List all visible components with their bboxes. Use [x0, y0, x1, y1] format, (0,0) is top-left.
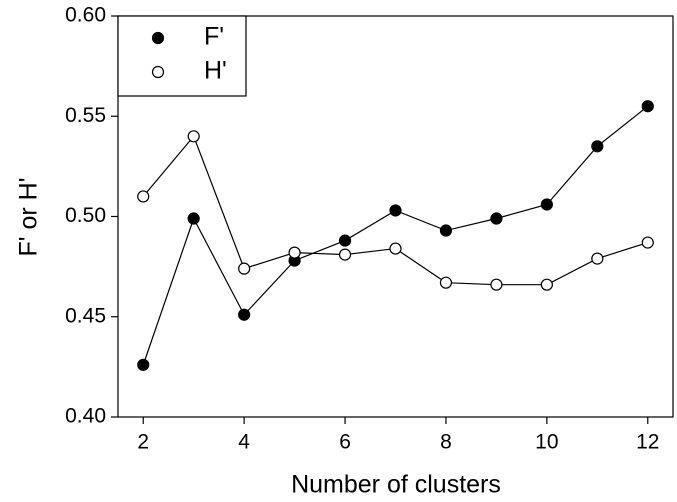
legend-label: F' [204, 23, 224, 51]
x-tick-label: 2 [137, 431, 149, 454]
data-point [641, 236, 654, 249]
data-point [591, 252, 604, 265]
data-point [338, 248, 352, 261]
data-point [641, 100, 654, 113]
y-tick-label: 0.40 [65, 405, 106, 428]
data-point [238, 308, 251, 321]
x-tick-label: 12 [636, 431, 659, 454]
x-axis-label: Number of clusters [291, 471, 501, 499]
data-point [389, 204, 402, 217]
data-point [288, 246, 301, 259]
data-point [187, 212, 200, 225]
y-tick-label: 0.55 [65, 104, 106, 127]
data-point [490, 212, 503, 225]
x-tick-label: 10 [535, 431, 558, 454]
y-tick-label: 0.45 [65, 304, 106, 327]
y-tick-label: 0.50 [65, 204, 106, 227]
legend-marker [151, 65, 165, 79]
data-point [389, 242, 402, 255]
data-point [187, 130, 200, 143]
data-point [540, 198, 553, 211]
data-point [490, 278, 503, 291]
data-point [137, 190, 150, 203]
legend-label: H' [204, 57, 227, 85]
data-point [338, 234, 352, 247]
data-point [439, 224, 453, 237]
x-tick-label: 8 [440, 431, 452, 454]
data-point [540, 278, 553, 291]
x-tick-label: 4 [238, 431, 250, 454]
data-point [137, 358, 150, 371]
legend-marker [151, 31, 165, 45]
x-tick-label: 6 [339, 431, 351, 454]
legend-box [117, 15, 247, 97]
data-point [439, 276, 453, 289]
y-tick-label: 0.60 [65, 4, 106, 27]
data-point [238, 262, 251, 275]
y-axis-label: F' or H' [15, 178, 43, 257]
series-line [142, 105, 649, 366]
data-point [591, 140, 604, 153]
